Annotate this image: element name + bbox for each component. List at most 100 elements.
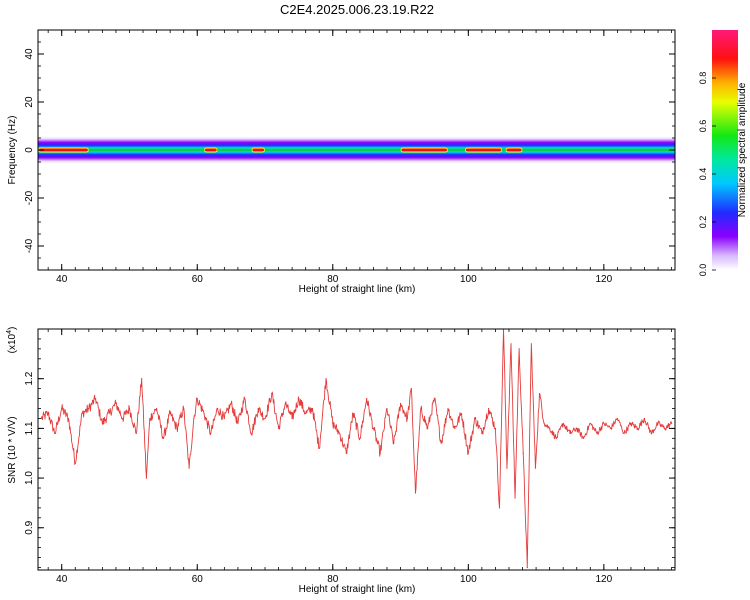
snr-data-point <box>264 417 266 420</box>
snr-y-label: SNR (10 * V/V) <box>7 416 18 483</box>
snr-data-point <box>454 427 456 429</box>
snr-data-point <box>244 397 246 400</box>
snr-data-point <box>298 397 300 400</box>
snr-data-point <box>549 427 551 429</box>
snr-data-point <box>543 422 545 425</box>
snr-data-point <box>603 422 605 425</box>
snr-data-point <box>176 427 178 429</box>
snr-data-point <box>332 422 334 425</box>
snr-x-axis: 40 60 80 100 120 <box>47 329 673 585</box>
snr-frame <box>37 328 676 571</box>
y-tick-label: 20 <box>24 96 35 108</box>
x-tick-label: 60 <box>192 274 204 285</box>
snr-data-point <box>460 412 463 415</box>
snr-data-point <box>399 402 402 405</box>
x-tick-label: 120 <box>596 274 613 285</box>
snr-data-point <box>538 392 541 395</box>
spectrogram-band <box>38 135 675 165</box>
colorbar-gradient <box>712 30 738 270</box>
snr-data-point <box>637 427 639 429</box>
x-tick-label: 80 <box>327 574 339 585</box>
snr-data-point <box>115 402 117 405</box>
snr-y-multiplier: (x104) <box>6 327 18 354</box>
snr-data-point <box>47 412 49 415</box>
snr-data-point <box>372 427 375 429</box>
y-tick-label: 40 <box>24 48 35 60</box>
snr-data-point <box>230 402 232 405</box>
snr-series-group <box>40 329 673 569</box>
snr-data-point <box>196 397 198 400</box>
snr-data-point <box>216 407 219 410</box>
snr-x-label: Height of straight line (km) <box>299 584 416 595</box>
colorbar-tick-label: 0.2 <box>698 216 708 229</box>
snr-data-point <box>88 407 90 410</box>
snr-data-point <box>223 417 225 420</box>
snr-data-point <box>474 417 476 420</box>
snr-data-point <box>145 477 148 479</box>
snr-data-point <box>40 417 42 420</box>
snr-data-point <box>589 422 591 425</box>
snr-data-point <box>530 343 532 345</box>
snr-data-point <box>610 427 612 429</box>
snr-data-point <box>410 388 412 390</box>
snr-data-point <box>582 437 585 439</box>
snr-data-point <box>393 442 395 444</box>
snr-data-point <box>149 417 151 420</box>
snr-data-point <box>271 392 273 395</box>
colorbar-tick-label: 0.0 <box>698 264 708 277</box>
x-tick-label: 40 <box>56 274 68 285</box>
y-tick-label: -40 <box>24 238 35 253</box>
snr-data-point <box>596 432 598 434</box>
snr-data-point <box>616 417 618 420</box>
y-tick-label: 1.2 <box>24 371 35 385</box>
snr-data-point <box>494 427 497 429</box>
snr-data-point <box>427 427 429 429</box>
snr-data-point <box>81 412 83 415</box>
snr-data-point <box>338 432 341 434</box>
snr-data-point <box>447 407 449 410</box>
snr-data-point <box>169 412 171 415</box>
snr-data-point <box>101 422 103 425</box>
snr-data-point <box>623 432 625 434</box>
snr-data-point <box>643 417 646 420</box>
colorbar-tick-label: 0.4 <box>698 168 708 181</box>
snr-data-point <box>291 417 293 420</box>
snr-data-point <box>657 422 659 425</box>
snr-data-point <box>534 467 537 469</box>
snr-data-point <box>284 402 286 405</box>
snr-data-point <box>366 397 368 400</box>
x-tick-label: 80 <box>327 274 339 285</box>
spectrogram-panel: 40 60 80 100 120 40 20 0 -20 -40 Height of strai… <box>7 29 676 295</box>
spectrogram-y-label: Frequency (Hz) <box>7 116 18 185</box>
snr-data-point <box>318 447 320 449</box>
snr-data-point <box>498 507 501 509</box>
snr-data-point <box>467 452 469 454</box>
snr-data-point <box>325 378 327 380</box>
snr-data-point <box>562 422 564 425</box>
snr-data-point <box>193 417 195 420</box>
snr-data-point <box>210 432 212 434</box>
snr-data-point <box>141 378 143 380</box>
snr-data-point <box>128 407 131 410</box>
snr-series-line <box>40 329 673 568</box>
snr-data-point <box>155 407 158 410</box>
snr-data-point <box>379 452 381 454</box>
snr-data-point <box>359 437 361 439</box>
snr-y-axis: 1.2 1.1 1.0 0.9 <box>24 328 675 568</box>
spectrogram-y-axis: 40 20 0 -20 -40 <box>24 29 675 271</box>
x-tick-label: 40 <box>56 574 68 585</box>
snr-data-point <box>569 432 571 434</box>
snr-data-point <box>108 412 110 415</box>
spectrogram-x-label: Height of straight line (km) <box>299 284 416 295</box>
snr-data-point <box>522 452 524 454</box>
snr-data-point <box>203 412 205 415</box>
snr-data-point <box>311 407 314 410</box>
snr-data-point <box>74 462 76 464</box>
y-tick-label: 1.1 <box>24 421 35 435</box>
page-title: C2E4.2025.006.23.19.R22 <box>280 2 434 17</box>
snr-data-point <box>257 407 259 410</box>
colorbar: 0.0 0.2 0.4 0.6 0.8 Normalized spectral ampl… <box>698 30 748 276</box>
snr-data-point <box>67 417 70 420</box>
x-tick-label: 100 <box>460 574 477 585</box>
